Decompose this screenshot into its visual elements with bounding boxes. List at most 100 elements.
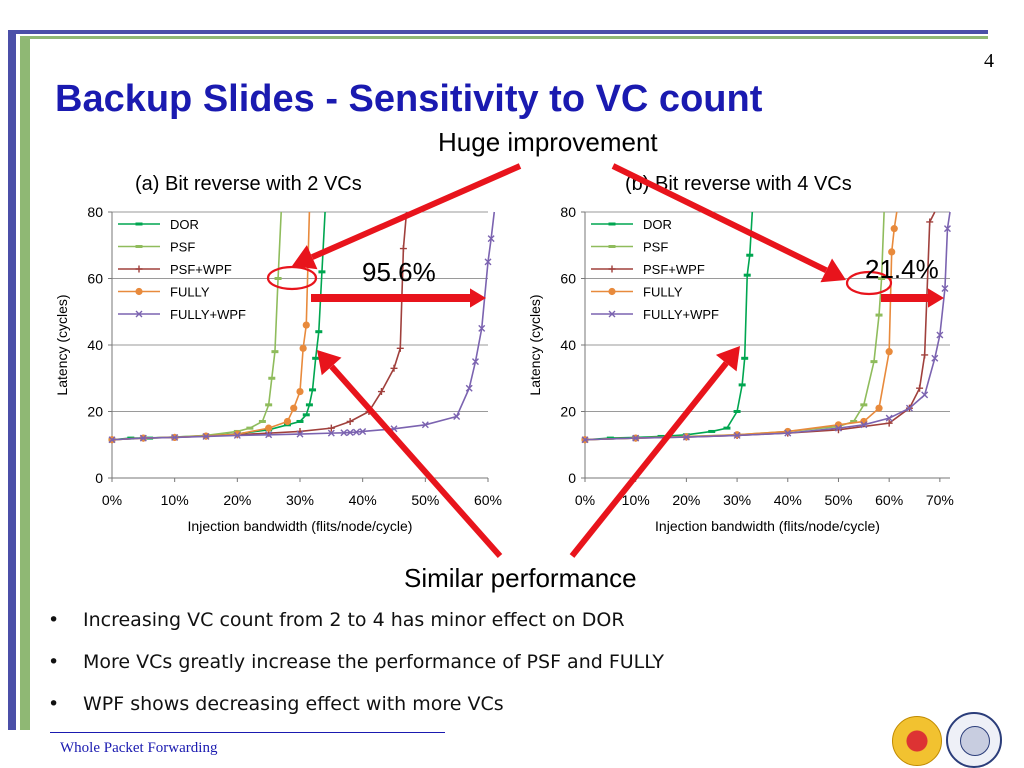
bullet-item: • Increasing VC count from 2 to 4 has min…: [48, 605, 664, 647]
x-tick-label: 20%: [223, 492, 251, 508]
data-point: [746, 253, 754, 257]
data-point: [921, 351, 929, 359]
arrow-to-right-chart-curves: [569, 346, 740, 558]
bullet-text: More VCs greatly increase the performanc…: [83, 651, 664, 673]
footer-text: Whole Packet Forwarding: [60, 740, 218, 756]
arrow-head: [470, 288, 486, 308]
data-point: [309, 388, 317, 392]
arrow-shaft: [569, 361, 729, 558]
series-fully-wpf: [108, 211, 496, 444]
data-point: [302, 413, 310, 417]
legend-marker: [135, 310, 143, 318]
legend-marker: [608, 222, 616, 226]
y-tick-label: 0: [568, 470, 576, 486]
data-point: [885, 419, 893, 427]
data-point: [878, 277, 886, 280]
bullet-dot: •: [48, 693, 60, 715]
legend-label: FULLY+WPF: [170, 307, 246, 322]
data-point: [723, 426, 731, 430]
data-point: [377, 388, 385, 396]
legend-marker: [135, 265, 143, 273]
data-point: [359, 427, 367, 435]
data-point: [916, 384, 924, 392]
x-tick-label: 40%: [349, 492, 377, 508]
data-point: [268, 376, 276, 380]
bullet-item: • WPF shows decreasing effect with more V…: [48, 689, 664, 731]
data-point: [390, 364, 398, 372]
bullet-text: WPF shows decreasing effect with more VC…: [83, 693, 504, 715]
legend-marker: [608, 265, 616, 273]
left-accent-bar: [8, 30, 16, 730]
arrow-shaft: [611, 163, 828, 274]
arrow-head: [292, 245, 318, 270]
data-point: [258, 419, 266, 423]
data-point: [305, 403, 313, 407]
legend-marker: [135, 245, 143, 248]
legend-label: DOR: [643, 217, 672, 232]
data-point: [233, 430, 241, 438]
university-of-toronto-crest-icon: [946, 712, 1002, 768]
data-point: [327, 424, 335, 432]
bullet-dot: •: [48, 651, 60, 673]
data-point: [396, 344, 404, 352]
data-point: [299, 344, 307, 352]
y-tick-label: 40: [560, 337, 576, 353]
data-point: [870, 360, 878, 364]
data-point: [931, 354, 939, 362]
data-point: [860, 403, 868, 407]
data-point: [399, 245, 407, 253]
x-tick-label: 50%: [411, 492, 439, 508]
data-point: [733, 410, 741, 413]
data-point: [265, 424, 273, 432]
data-point: [265, 431, 273, 439]
data-point: [581, 436, 589, 444]
x-tick-label: 10%: [161, 492, 189, 508]
data-point: [484, 258, 492, 266]
data-point: [290, 404, 298, 412]
legend-marker: [608, 287, 616, 296]
data-point: [271, 350, 279, 354]
x-tick-label: 0%: [102, 492, 122, 508]
x-axis-label: Injection bandwidth (flits/node/cycle): [655, 518, 880, 534]
arrow-shaft: [310, 163, 522, 260]
data-point: [834, 424, 842, 432]
y-tick-label: 20: [560, 404, 576, 420]
percent-right-label: 21.4%: [865, 254, 939, 284]
data-point: [453, 412, 461, 420]
data-point: [733, 431, 741, 439]
x-tick-label: 60%: [875, 492, 903, 508]
data-point: [171, 433, 179, 441]
x-tick-label: 30%: [723, 492, 751, 508]
data-point: [657, 434, 665, 438]
data-point: [708, 429, 716, 433]
data-point: [682, 433, 690, 441]
data-point: [487, 235, 495, 243]
data-point: [274, 277, 282, 280]
data-point: [340, 429, 348, 437]
highlight-ellipse-left: [266, 265, 318, 291]
bullet-dot: •: [48, 609, 60, 631]
data-point: [943, 225, 951, 233]
bullet-text: Increasing VC count from 2 to 4 has mino…: [83, 609, 625, 631]
legend-label: FULLY: [170, 285, 210, 300]
data-point: [860, 421, 868, 429]
legend-marker: [135, 287, 143, 296]
x-tick-label: 30%: [286, 492, 314, 508]
improvement-arrow-left: [311, 288, 486, 308]
data-point: [302, 321, 310, 329]
data-point: [784, 429, 792, 437]
legend-label: FULLY+WPF: [643, 307, 719, 322]
y-axis-label: Latency (cycles): [527, 294, 543, 395]
callout-huge-improvement: Huge improvement: [438, 127, 658, 157]
y-tick-label: 80: [560, 204, 576, 220]
arrow-to-left-chart-curves: [317, 350, 503, 558]
data-point: [139, 434, 147, 442]
data-point: [936, 331, 944, 339]
legend-label: PSF+WPF: [643, 262, 705, 277]
data-point: [318, 270, 326, 274]
series-line: [584, 211, 951, 441]
data-point: [875, 313, 883, 317]
data-point: [941, 284, 949, 292]
chart-b-title: (b) Bit reverse with 4 VCs: [625, 173, 852, 195]
